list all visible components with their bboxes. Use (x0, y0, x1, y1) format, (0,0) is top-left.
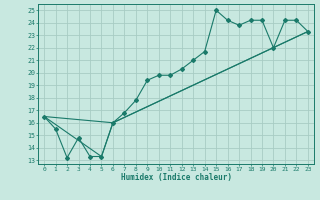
X-axis label: Humidex (Indice chaleur): Humidex (Indice chaleur) (121, 173, 231, 182)
